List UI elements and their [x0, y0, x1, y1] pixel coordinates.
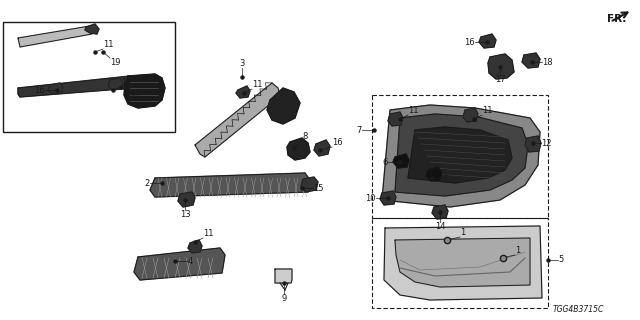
Text: 14: 14 — [435, 222, 445, 231]
Polygon shape — [48, 83, 63, 94]
Text: 2: 2 — [145, 179, 150, 188]
Text: 16: 16 — [332, 138, 342, 147]
Bar — [372, 95, 548, 218]
Text: 7: 7 — [356, 125, 362, 134]
Polygon shape — [463, 108, 478, 122]
Text: 17: 17 — [495, 75, 506, 84]
Text: FR.: FR. — [607, 14, 627, 24]
Text: 11: 11 — [408, 106, 419, 115]
Text: 5: 5 — [558, 255, 563, 265]
Text: 11: 11 — [203, 229, 214, 238]
Bar — [372, 218, 548, 308]
Polygon shape — [301, 177, 318, 192]
Bar — [3, 22, 175, 132]
Polygon shape — [287, 138, 310, 160]
Polygon shape — [85, 24, 99, 34]
Text: 15: 15 — [313, 183, 323, 193]
Polygon shape — [124, 74, 165, 108]
Text: 6: 6 — [442, 173, 447, 182]
Polygon shape — [525, 136, 541, 152]
Polygon shape — [236, 86, 250, 98]
Polygon shape — [395, 114, 528, 196]
Text: 11: 11 — [252, 80, 262, 89]
Polygon shape — [432, 205, 448, 219]
Text: 11: 11 — [482, 106, 493, 115]
Polygon shape — [522, 53, 540, 68]
Polygon shape — [188, 240, 202, 253]
Text: 4: 4 — [188, 257, 193, 266]
Polygon shape — [380, 191, 396, 205]
Polygon shape — [395, 238, 530, 287]
Text: 1: 1 — [515, 246, 520, 255]
Text: 18: 18 — [542, 58, 552, 67]
Text: TGG4B3715C: TGG4B3715C — [552, 305, 604, 314]
Polygon shape — [18, 26, 92, 47]
Polygon shape — [426, 167, 442, 181]
Polygon shape — [382, 105, 540, 207]
Polygon shape — [388, 112, 403, 126]
Polygon shape — [18, 76, 152, 97]
Text: 3: 3 — [239, 59, 244, 68]
Polygon shape — [178, 192, 195, 207]
Text: 8: 8 — [302, 132, 307, 141]
Text: 10: 10 — [365, 194, 376, 203]
Text: 20: 20 — [128, 93, 138, 102]
Polygon shape — [314, 140, 330, 156]
Text: 19: 19 — [110, 58, 120, 67]
Text: 1: 1 — [460, 228, 465, 237]
Polygon shape — [393, 154, 409, 168]
Polygon shape — [488, 54, 514, 79]
Polygon shape — [267, 88, 300, 124]
Polygon shape — [408, 127, 512, 183]
Text: 11: 11 — [103, 40, 113, 49]
Polygon shape — [108, 78, 123, 90]
Text: 9: 9 — [282, 294, 287, 303]
Polygon shape — [384, 226, 542, 300]
Text: 13: 13 — [180, 210, 190, 219]
Polygon shape — [150, 173, 310, 197]
Polygon shape — [195, 83, 280, 157]
Text: 16: 16 — [465, 37, 475, 46]
Text: 11: 11 — [121, 78, 131, 87]
Polygon shape — [134, 248, 225, 280]
Text: 6: 6 — [383, 157, 388, 166]
Polygon shape — [275, 269, 292, 283]
Text: 12: 12 — [541, 139, 552, 148]
Polygon shape — [479, 34, 496, 48]
Text: 16: 16 — [35, 85, 45, 94]
